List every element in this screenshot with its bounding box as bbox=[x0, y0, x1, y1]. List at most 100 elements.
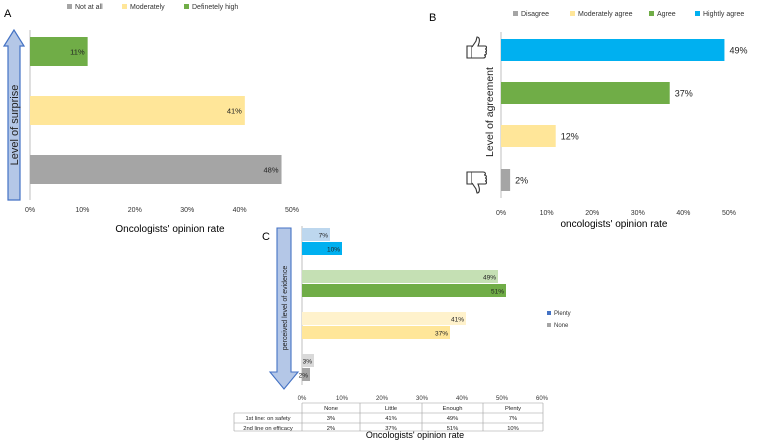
x-axis-c: 0% 10% 20% 30% 40% 50% 60% bbox=[298, 396, 549, 402]
tick-label-c-6: 60% bbox=[536, 396, 549, 402]
data-label-b-3: 2% bbox=[515, 176, 528, 186]
bar-a-0 bbox=[30, 37, 88, 66]
table-cell: 51% bbox=[447, 426, 459, 432]
legend-label-c-0: Plenty bbox=[554, 311, 571, 317]
perceived-evidence-arrow: perceived level of evidence bbox=[268, 227, 300, 390]
legend-swatch-b-3 bbox=[695, 11, 700, 16]
tick-label-c-1: 10% bbox=[336, 396, 349, 402]
table-cell: 37% bbox=[385, 426, 397, 432]
legend-a: Not at all Moderately Definetely high bbox=[67, 4, 238, 11]
data-label-a-1: 41% bbox=[227, 107, 242, 116]
data-label-c-3-0: 3% bbox=[303, 359, 313, 366]
tick-label-b-4: 40% bbox=[676, 210, 690, 217]
data-label-a-2: 48% bbox=[264, 166, 279, 175]
legend-swatch-a-2 bbox=[184, 4, 189, 9]
data-label-c-1-1: 51% bbox=[491, 289, 504, 296]
thumbs-down-icon bbox=[466, 171, 488, 194]
table-cell: 7% bbox=[509, 416, 517, 422]
x-axis-a: 0% 10% 20% 30% 40% 50% bbox=[25, 207, 299, 214]
data-label-b-1: 37% bbox=[675, 89, 693, 99]
tick-label-c-5: 50% bbox=[496, 396, 509, 402]
legend-swatch-a-0 bbox=[67, 4, 72, 9]
legend-swatch-b-1 bbox=[570, 11, 575, 16]
tick-label-b-5: 50% bbox=[722, 210, 736, 217]
panel-letter-b: B bbox=[429, 12, 436, 24]
legend-swatch-c-0 bbox=[547, 311, 551, 315]
table-cell: 41% bbox=[385, 416, 397, 422]
bar-c-2-1 bbox=[302, 326, 450, 339]
bar-c-1-1 bbox=[302, 284, 506, 297]
panel-b: Disagree Moderately agree Agree Hightly agr… bbox=[466, 11, 747, 230]
bar-c-3-1 bbox=[302, 368, 310, 381]
table-cell: 10% bbox=[507, 426, 519, 432]
bar-b-3 bbox=[501, 169, 511, 191]
tick-label-c-2: 20% bbox=[376, 396, 389, 402]
tick-label-a-0: 0% bbox=[25, 207, 35, 214]
tick-label-a-2: 20% bbox=[128, 207, 142, 214]
table-header-cell: Enough bbox=[443, 406, 463, 412]
legend-label-c-1: None bbox=[554, 323, 569, 329]
y-axis-label-c: perceived level of evidence bbox=[282, 266, 289, 351]
tick-label-b-2: 20% bbox=[585, 210, 599, 217]
tick-label-b-3: 30% bbox=[631, 210, 645, 217]
legend-c: Plenty None bbox=[547, 311, 571, 329]
bar-b-0 bbox=[501, 39, 725, 61]
tick-label-b-1: 10% bbox=[540, 210, 554, 217]
data-label-c-1-0: 49% bbox=[483, 275, 496, 282]
plot-area-a: 11% 41% 48% bbox=[29, 30, 282, 200]
bar-a-1 bbox=[30, 96, 245, 125]
x-axis-label-c: Oncologists' opinion rate bbox=[366, 430, 464, 440]
thumbs-up-icon bbox=[466, 36, 488, 59]
data-label-b-2: 12% bbox=[561, 132, 579, 142]
bar-a-2 bbox=[30, 155, 282, 184]
plot-area-c: 7% 10% 49% 51% 41%37% 3% 2% bbox=[299, 226, 506, 385]
plot-area-b: 49% 37% 12% 2% bbox=[500, 32, 747, 198]
bar-b-1 bbox=[501, 82, 670, 104]
tick-label-a-1: 10% bbox=[75, 207, 89, 214]
table-header-cell: Little bbox=[385, 406, 397, 412]
tick-label-c-0: 0% bbox=[298, 396, 307, 402]
level-of-surprise-arrow: Level of surprise bbox=[2, 28, 26, 201]
x-axis-b: 0% 10% 20% 30% 40% 50% bbox=[496, 210, 736, 217]
bar-c-1-0 bbox=[302, 270, 498, 283]
table-header-cell: Plenty bbox=[505, 406, 521, 412]
x-axis-label-a: Oncologists' opinion rate bbox=[115, 224, 225, 235]
data-label-c-0-1: 10% bbox=[327, 247, 340, 254]
panel-letter-a: A bbox=[4, 8, 12, 20]
y-axis-label-b: Level of agreement bbox=[484, 67, 496, 157]
table-header-cell: None bbox=[324, 406, 338, 412]
tick-label-a-3: 30% bbox=[180, 207, 194, 214]
tick-label-b-0: 0% bbox=[496, 210, 506, 217]
data-table-c: None Little Enough Plenty 1st line: on safet… bbox=[233, 402, 544, 432]
bar-c-0-0 bbox=[302, 228, 330, 241]
data-label-c-0-0: 7% bbox=[319, 233, 329, 240]
tick-label-a-4: 40% bbox=[233, 207, 247, 214]
tick-label-a-5: 50% bbox=[285, 207, 299, 214]
bar-c-3-0 bbox=[302, 354, 314, 367]
legend-swatch-b-0 bbox=[513, 11, 518, 16]
legend-label-a-1: Moderately bbox=[130, 4, 165, 11]
data-label-c-3-1: 2% bbox=[299, 373, 309, 380]
legend-b: Disagree Moderately agree Agree Hightly agr… bbox=[513, 11, 744, 18]
table-row-label: 1st line: on safety bbox=[245, 416, 290, 422]
x-axis-label-b: oncologists' opinion rate bbox=[561, 219, 668, 230]
legend-label-b-0: Disagree bbox=[521, 11, 549, 18]
legend-label-b-1: Moderately agree bbox=[578, 11, 633, 18]
legend-label-b-2: Agree bbox=[657, 11, 676, 18]
y-axis-label-a: Level of surprise bbox=[9, 85, 21, 166]
panel-c: perceived level of evidence 7% 10% 49% 51% 4… bbox=[233, 226, 571, 440]
data-label-a-0: 11% bbox=[70, 48, 85, 57]
table-row-label: 2nd line on efficacy bbox=[243, 426, 293, 432]
legend-swatch-b-2 bbox=[649, 11, 654, 16]
legend-swatch-c-1 bbox=[547, 323, 551, 327]
table-cell: 3% bbox=[327, 416, 335, 422]
data-label-c-2-0: 41% bbox=[451, 317, 464, 324]
panel-a: Not at all Moderately Definetely high Leve… bbox=[2, 4, 299, 235]
legend-label-a-0: Not at all bbox=[75, 4, 103, 11]
tick-label-c-4: 40% bbox=[456, 396, 469, 402]
legend-swatch-a-1 bbox=[122, 4, 127, 9]
legend-label-b-3: Hightly agree bbox=[703, 11, 744, 18]
legend-label-a-2: Definetely high bbox=[192, 4, 238, 11]
table-cell: 49% bbox=[447, 416, 459, 422]
data-label-c-2-1: 37% bbox=[435, 331, 448, 338]
